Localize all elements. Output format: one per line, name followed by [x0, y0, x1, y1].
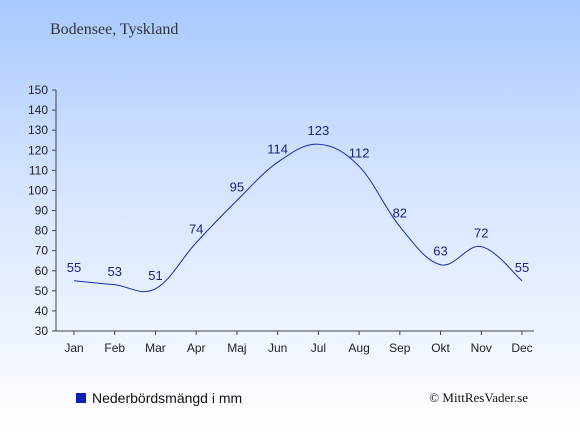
data-label: 95 — [230, 179, 244, 194]
legend: Nederbördsmängd i mm — [76, 390, 242, 406]
x-tick-label: Dec — [511, 341, 532, 355]
y-tick-label: 150 — [28, 83, 48, 97]
data-label: 114 — [267, 141, 288, 156]
x-axis-ticks: Jan Feb Mar Apr Maj Jun Jul Aug Sep Okt Nov Dec — [64, 331, 533, 355]
y-tick-label: 70 — [35, 244, 49, 258]
data-label: 72 — [474, 226, 488, 241]
y-tick-label: 130 — [28, 123, 48, 137]
y-tick-label: 120 — [28, 143, 48, 157]
copyright-text: © MittResVader.se — [429, 390, 528, 405]
x-tick-label: Apr — [187, 341, 206, 355]
data-label: 63 — [433, 244, 447, 259]
data-label: 53 — [107, 264, 121, 279]
data-label: 82 — [393, 206, 407, 221]
data-label: 51 — [148, 268, 162, 283]
legend-swatch — [76, 393, 86, 403]
legend-label: Nederbördsmängd i mm — [92, 390, 243, 406]
x-tick-label: Feb — [104, 341, 125, 355]
x-tick-label: Jul — [311, 341, 326, 355]
chart-title: Bodensee, Tyskland — [50, 21, 179, 38]
x-tick-label: Okt — [431, 341, 450, 355]
x-tick-label: Nov — [471, 341, 492, 355]
series-line — [73, 143, 523, 293]
y-tick-label: 40 — [35, 304, 49, 318]
x-tick-label: Sep — [389, 341, 411, 355]
x-tick-label: Mar — [145, 341, 166, 355]
x-tick-label: Maj — [227, 341, 246, 355]
x-tick-label: Aug — [348, 341, 369, 355]
y-tick-label: 90 — [35, 204, 49, 218]
data-label: 123 — [308, 123, 330, 138]
data-label: 55 — [515, 260, 529, 275]
y-tick-label: 60 — [35, 264, 49, 278]
x-tick-label: Jan — [64, 341, 83, 355]
data-label: 55 — [67, 260, 81, 275]
y-tick-label: 80 — [35, 224, 49, 238]
data-label: 112 — [349, 145, 370, 160]
y-tick-label: 30 — [35, 324, 49, 338]
y-tick-label: 50 — [35, 284, 49, 298]
y-tick-label: 110 — [29, 163, 48, 177]
data-labels: 55 53 51 74 95 114 123 112 82 63 72 55 — [67, 123, 529, 283]
axes — [55, 90, 534, 332]
y-axis-ticks: 30 40 50 60 70 80 90 100 110 120 130 140 150 — [28, 83, 56, 338]
data-label: 74 — [189, 222, 203, 237]
y-tick-label: 140 — [28, 103, 48, 117]
x-tick-label: Jun — [268, 341, 287, 355]
y-tick-label: 100 — [28, 183, 48, 197]
